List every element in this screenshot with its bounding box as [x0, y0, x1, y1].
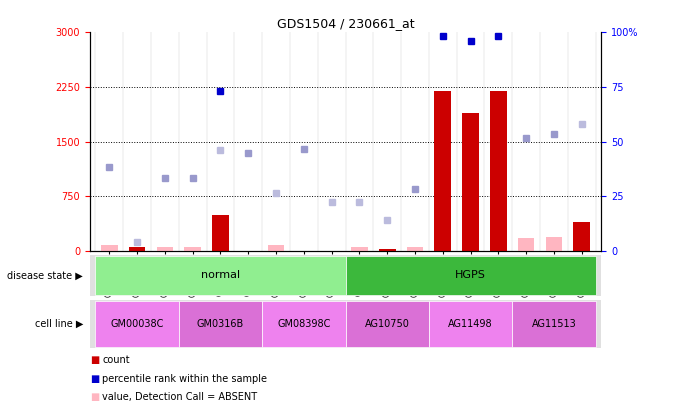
Text: percentile rank within the sample: percentile rank within the sample [102, 374, 267, 384]
Bar [346, 301, 429, 347]
Bar [179, 301, 262, 347]
Bar [546, 237, 562, 251]
Title: GDS1504 / 230661_at: GDS1504 / 230661_at [276, 17, 415, 30]
Text: ■: ■ [90, 392, 99, 402]
Bar [101, 245, 117, 251]
Bar [95, 256, 346, 295]
Text: cell line ▶: cell line ▶ [35, 319, 83, 329]
Bar [351, 247, 368, 251]
Text: disease state ▶: disease state ▶ [7, 271, 83, 280]
Bar [267, 245, 285, 251]
Bar [95, 301, 179, 347]
Bar [490, 91, 507, 251]
Bar [379, 249, 395, 251]
Text: AG10750: AG10750 [365, 319, 410, 329]
Bar [346, 256, 596, 295]
Bar [184, 247, 201, 251]
Text: ■: ■ [90, 374, 99, 384]
Bar [212, 215, 229, 251]
Text: AG11513: AG11513 [531, 319, 576, 329]
Bar [512, 301, 596, 347]
Text: GM00038C: GM00038C [111, 319, 164, 329]
Text: ■: ■ [90, 356, 99, 365]
Bar [262, 301, 346, 347]
Bar [462, 113, 479, 251]
Text: GM0316B: GM0316B [197, 319, 244, 329]
Text: normal: normal [201, 271, 240, 280]
Bar [129, 247, 145, 251]
Bar [406, 247, 424, 251]
Text: HGPS: HGPS [455, 271, 486, 280]
Bar [429, 301, 512, 347]
Bar [157, 247, 173, 251]
Text: GM08398C: GM08398C [277, 319, 330, 329]
Bar [435, 91, 451, 251]
Bar [518, 238, 534, 251]
Text: AG11498: AG11498 [448, 319, 493, 329]
Bar [574, 222, 590, 251]
Text: value, Detection Call = ABSENT: value, Detection Call = ABSENT [102, 392, 257, 402]
Text: count: count [102, 356, 130, 365]
